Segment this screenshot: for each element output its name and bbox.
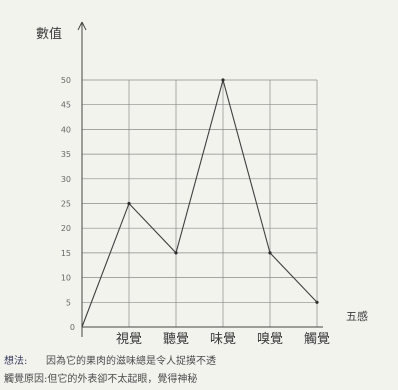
note-line-2: 觸覺原因:但它的外表卻不太起眼，覺得神秘 <box>4 374 198 385</box>
x-tick-label-2: 聽覺 <box>163 332 189 347</box>
x-tick-labels: 視覺 聽覺 味覺 嗅覺 觸覺 <box>116 332 330 347</box>
note-prefix: 想法: <box>4 356 28 367</box>
y-axis-arrow-right <box>81 21 87 31</box>
x-tick-label-5: 觸覺 <box>304 332 330 347</box>
chart-axes <box>77 21 323 337</box>
data-point-4 <box>268 251 272 255</box>
origin-label: 0 <box>70 323 75 332</box>
y-tick-label-1: 5 <box>66 298 71 307</box>
data-point-3 <box>221 78 225 82</box>
series-line <box>81 77 319 328</box>
data-point-5 <box>315 300 319 304</box>
series-polyline <box>81 77 318 328</box>
y-tick-label-7: 35 <box>61 150 71 159</box>
note-line-1: 因為它的果肉的滋味總是令人捉摸不透 <box>46 356 216 367</box>
y-tick-label-5: 25 <box>61 200 71 209</box>
chart-grid <box>82 79 318 327</box>
y-tick-label-8: 40 <box>61 125 71 134</box>
y-tick-label-10: 50 <box>61 76 71 85</box>
y-tick-label-2: 10 <box>61 274 71 283</box>
y-tick-label-3: 15 <box>61 249 71 258</box>
x-axis-label: 五感 <box>346 310 368 323</box>
y-tick-label-4: 20 <box>61 224 71 233</box>
x-tick-label-3: 味覺 <box>210 332 236 347</box>
x-tick-label-1: 視覺 <box>116 332 142 347</box>
y-axis-arrow-left <box>77 21 83 31</box>
x-tick-label-4: 嗅覺 <box>257 332 283 347</box>
y-axis-label: 數值 <box>36 26 62 42</box>
data-point-2 <box>174 251 178 255</box>
y-tick-label-9: 45 <box>61 101 71 110</box>
y-tick-label-6: 30 <box>61 175 71 184</box>
data-point-1 <box>127 201 131 206</box>
y-tick-labels: 5 10 15 20 25 30 35 40 45 50 0 <box>61 76 75 332</box>
